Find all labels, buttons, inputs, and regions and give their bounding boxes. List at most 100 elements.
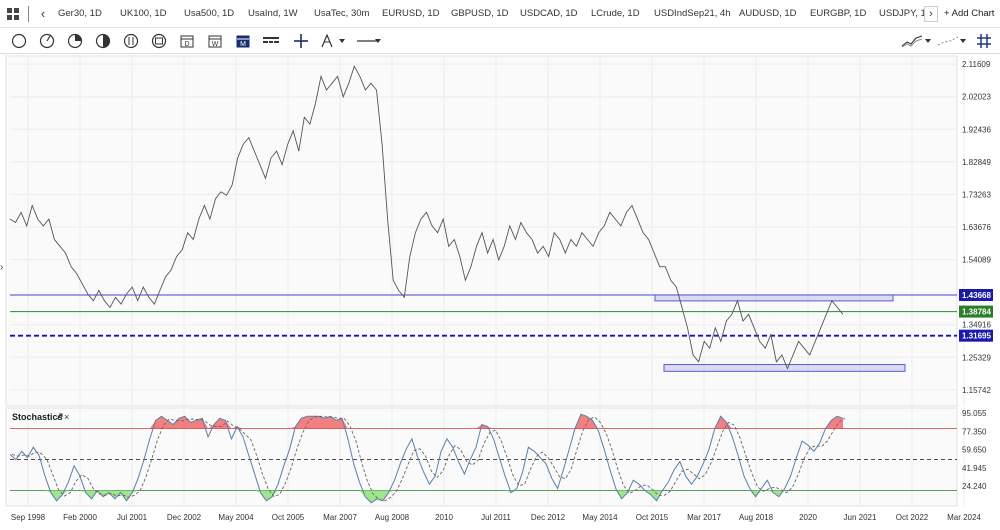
price-label-text: 1.38784 [962,308,991,317]
stochastics-tick-label: 24.240 [962,482,987,491]
tab-uk100[interactable]: UK100, 1D [120,8,167,19]
grid-circle-icon[interactable] [149,31,169,51]
drawn-rectangle[interactable] [654,294,894,302]
add-chart-button[interactable]: + Add Chart [944,8,995,19]
tab-usa500[interactable]: Usa500, 1D [184,8,235,19]
time-tick-label: Aug 2018 [739,513,774,522]
circle-chart-icon[interactable] [9,31,29,51]
tab-usdindsep21[interactable]: USDIndSep21, 4h [654,8,731,19]
chart-type-icon[interactable] [900,31,924,51]
chevron-down-icon[interactable] [922,31,934,51]
stochastics-tick-label: 41.945 [962,464,987,473]
daily-letter: D [184,41,189,48]
stochastics-tick-label: 77.350 [962,427,987,436]
stochastics-pane-background [5,407,958,507]
tab-lcrude[interactable]: LCrude, 1D [591,8,640,19]
price-tick-label: 1.25329 [962,353,991,362]
time-tick-label: 2010 [435,513,453,522]
main-grid [10,56,965,406]
time-tick-label: Mar 2007 [323,513,357,522]
time-tick-label: May 2014 [582,513,618,522]
tab-eurusd[interactable]: EURUSD, 1D [382,8,440,19]
price-tick-label: 2.11609 [962,60,991,69]
price-line[interactable] [9,65,844,370]
daily-calendar-icon[interactable]: D [177,31,197,51]
monthly-letter: M [240,41,246,48]
close-icon[interactable]: × [64,412,69,422]
time-tick-label: Mar 2024 [947,513,981,522]
drawn-rectangle[interactable] [663,364,906,372]
columns-circle-icon[interactable] [121,31,141,51]
tab-usdjpy[interactable]: USDJPY, 1M [879,8,924,19]
price-tick-label: 1.63676 [962,223,991,232]
time-tick-label: 2020 [799,513,817,522]
line-style-icon[interactable] [355,31,381,51]
tab-usatec[interactable]: UsaTec, 30m [314,8,370,19]
price-axis: 2.11609 2.02023 1.92436 1.82849 1.73263 1.636… [962,60,991,395]
stochastics-title: Stochastics [12,412,63,422]
gauge-icon[interactable] [37,31,57,51]
tab-ger30[interactable]: Ger30, 1D [58,8,102,19]
stochastics-d-line[interactable] [11,415,846,502]
time-tick-label: Sep 1998 [11,513,46,522]
indicator-icon[interactable] [936,31,960,51]
price-label-text: 1.31695 [962,332,991,341]
price-labels: 1.43668 1.38784 1.31695 [959,288,993,342]
time-tick-label: May 2004 [218,513,254,522]
price-label-badge [959,305,993,318]
chart-tabs: Ger30, 1D UK100, 1D Usa500, 1D UsaInd, 1… [58,0,924,28]
tab-divider [28,5,29,22]
tab-audusd[interactable]: AUDUSD, 1D [739,8,797,19]
time-tick-label: Feb 2000 [63,513,97,522]
price-series [9,65,844,370]
time-tick-label: Oct 2005 [272,513,305,522]
tab-usaind[interactable]: UsaInd, 1W [248,8,298,19]
time-tick-label: Aug 2008 [375,513,410,522]
time-tick-label: Jul 2001 [117,513,148,522]
stochastics-series [9,413,846,504]
price-chart[interactable]: 2.11609 2.02023 1.92436 1.82849 1.73263 1.636… [0,54,1000,530]
time-tick-label: Dec 2012 [531,513,566,522]
price-tick-label: 1.92436 [962,125,991,134]
weekly-calendar-icon[interactable]: W [205,31,225,51]
stochastics-k-line[interactable] [9,413,844,504]
price-tick-label: 1.15742 [962,386,991,395]
chevron-down-icon[interactable] [336,31,348,51]
time-tick-label: Jun 2021 [844,513,877,522]
indicator-settings-icon[interactable] [56,413,63,420]
monthly-calendar-icon[interactable]: M [233,31,253,51]
time-tick-label: Oct 2022 [896,513,929,522]
price-tick-label: 1.54089 [962,256,991,265]
overbought-fill [10,414,843,429]
stochastics-grid [27,408,965,506]
price-label-badge [959,329,993,342]
price-tick-label: 1.73263 [962,190,991,199]
half-circle-icon[interactable] [93,31,113,51]
price-label-badge [959,288,993,301]
table-icon[interactable] [261,31,281,51]
layout-grid-icon[interactable] [0,0,26,28]
chevron-left-icon[interactable]: ‹ [40,6,46,21]
chevron-right-icon[interactable]: › [924,6,938,22]
chart-tab-bar: ‹ [0,0,1000,28]
time-tick-label: Dec 2002 [167,513,202,522]
crosshair-icon[interactable] [291,31,311,51]
price-tick-label: 1.82849 [962,158,991,167]
tab-usdcad[interactable]: USDCAD, 1D [520,8,578,19]
grid-toggle-icon[interactable] [974,31,994,51]
chevron-down-icon[interactable] [957,31,969,51]
stochastics-tick-label: 95.055 [962,409,987,418]
drawing-toolbar: D W M [0,28,1000,54]
tab-eurgbp[interactable]: EURGBP, 1D [810,8,867,19]
main-pane-background [5,55,958,407]
price-label-text: 1.43668 [962,291,991,300]
tab-gbpusd[interactable]: GBPUSD, 1D [451,8,509,19]
chevron-down-icon[interactable] [372,31,384,51]
drawn-rectangles [654,294,906,372]
pen-draw-icon[interactable] [317,31,337,51]
chevron-right-icon[interactable]: › [0,262,4,273]
price-tick-label: 1.34916 [962,321,991,330]
weekly-letter: W [212,41,219,48]
pie-icon[interactable] [65,31,85,51]
